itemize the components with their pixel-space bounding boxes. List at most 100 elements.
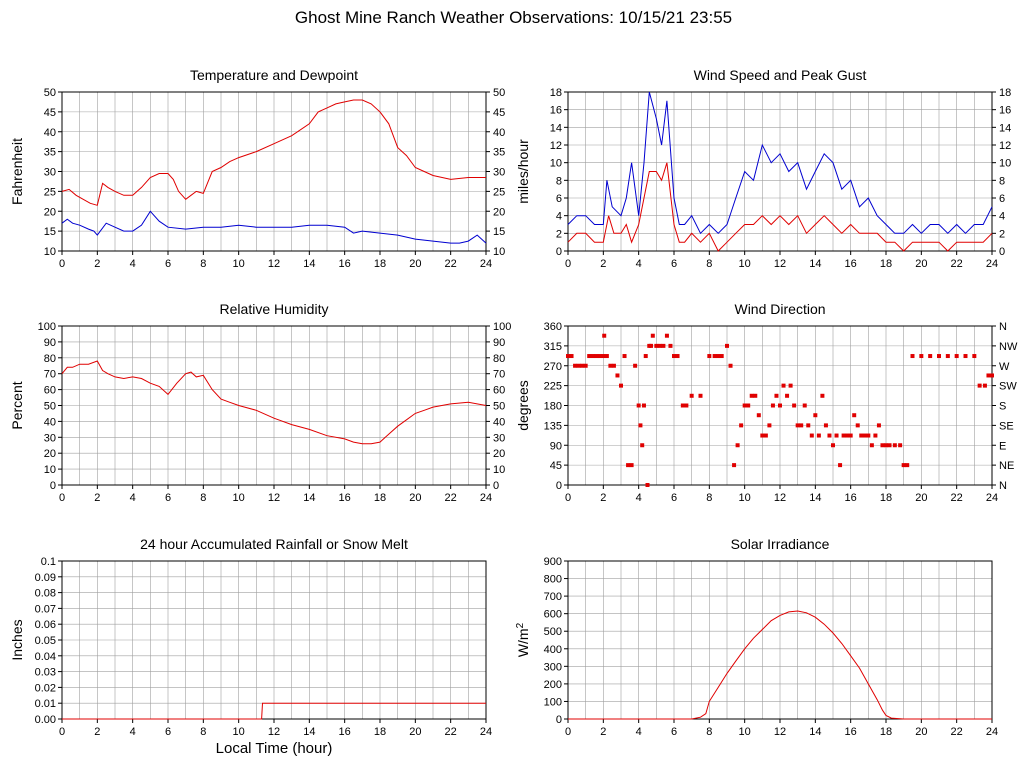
data-point — [823, 423, 828, 428]
y-axis-label: Fahrenheit — [9, 138, 25, 205]
data-point — [937, 354, 941, 359]
main-title: Ghost Mine Ranch Weather Observations: 1… — [294, 8, 733, 27]
x-tick-label: 24 — [480, 258, 492, 270]
y-tick-label: 0.04 — [35, 651, 56, 663]
x-tick-label: 0 — [565, 492, 571, 504]
data-point — [778, 403, 782, 408]
chart-title: Wind Speed and Peak Gust — [694, 67, 867, 83]
y-tick-label: 4 — [556, 211, 562, 223]
y-tick-label: 200 — [544, 679, 562, 691]
x-tick-label: 10 — [233, 726, 245, 738]
y-axis-label: Percent — [9, 381, 25, 429]
x-tick-label: 8 — [200, 726, 206, 738]
y-tick-label-right: N — [999, 480, 1007, 492]
y-tick-label-right: 80 — [493, 353, 505, 365]
y-tick-label-right: 10 — [999, 158, 1011, 170]
y-tick-label: 180 — [544, 401, 562, 413]
y-tick-label: 0.09 — [35, 572, 56, 584]
data-point — [732, 463, 737, 468]
y-tick-label: 45 — [44, 107, 56, 119]
data-point — [788, 383, 793, 388]
x-tick-label: 4 — [636, 258, 642, 270]
y-tick-label: 100 — [544, 696, 562, 708]
x-tick-label: 20 — [409, 726, 421, 738]
data-point — [982, 383, 987, 388]
y-tick-label: 45 — [550, 460, 562, 472]
data-point — [712, 354, 717, 359]
series-line-1 — [568, 610, 992, 720]
y-tick-label: 225 — [544, 381, 562, 393]
y-tick-label: 60 — [44, 385, 56, 397]
y-tick-label: 0.01 — [35, 698, 56, 710]
data-point — [680, 403, 685, 408]
y-tick-label-right: 40 — [493, 416, 505, 428]
data-point — [799, 423, 804, 428]
data-point — [707, 354, 712, 359]
y-tick-label-right: 20 — [493, 206, 505, 218]
x-tick-label: 8 — [200, 258, 206, 270]
y-axis-label-superscript: 2 — [515, 622, 526, 628]
data-point — [905, 463, 910, 468]
x-tick-label: 20 — [409, 492, 421, 504]
x-tick-label: 16 — [339, 258, 351, 270]
y-tick-label-right: 10 — [493, 464, 505, 476]
y-tick-label-right: SE — [999, 420, 1014, 432]
data-point — [866, 433, 871, 438]
data-point — [583, 363, 588, 368]
x-tick-label: 14 — [809, 492, 821, 504]
x-tick-label: 6 — [165, 258, 171, 270]
y-tick-label: 0 — [556, 480, 562, 492]
data-point — [698, 393, 703, 398]
data-point — [972, 354, 977, 359]
data-point — [848, 433, 853, 438]
y-tick-label-right: 60 — [493, 385, 505, 397]
x-tick-label: 16 — [339, 492, 351, 504]
y-tick-label-right: 0 — [493, 480, 499, 492]
data-point — [816, 433, 821, 438]
y-tick-label: 40 — [44, 416, 56, 428]
data-point — [622, 354, 627, 359]
data-point — [601, 354, 606, 359]
y-tick-label: 0 — [50, 480, 56, 492]
data-point — [760, 433, 765, 438]
x-tick-label: 16 — [845, 726, 857, 738]
y-tick-label: 300 — [544, 661, 562, 673]
data-point — [636, 403, 641, 408]
x-tick-label: 0 — [59, 492, 65, 504]
data-point — [795, 423, 800, 428]
data-point — [608, 363, 613, 368]
x-tick-label: 4 — [636, 726, 642, 738]
series-line-2 — [61, 210, 487, 244]
data-point — [898, 443, 903, 448]
x-tick-label: 14 — [303, 492, 315, 504]
data-point — [672, 354, 676, 359]
x-tick-label: 2 — [600, 492, 606, 504]
data-point — [611, 363, 616, 368]
data-point — [580, 363, 585, 368]
y-tick-label: 360 — [544, 321, 562, 333]
data-point — [643, 354, 648, 359]
y-tick-label-right: 18 — [999, 87, 1011, 99]
data-point — [689, 393, 694, 398]
x-tick-label: 18 — [374, 258, 386, 270]
data-point — [657, 343, 662, 348]
series-line-1 — [61, 360, 487, 445]
x-tick-label: 22 — [951, 492, 963, 504]
y-tick-label: 700 — [544, 591, 562, 603]
data-point — [566, 354, 570, 359]
y-tick-label-right: 45 — [493, 107, 505, 119]
data-point — [645, 483, 650, 487]
y-tick-label-right: 4 — [999, 211, 1005, 223]
y-tick-label: 70 — [44, 369, 56, 381]
data-point — [910, 354, 915, 359]
data-point — [629, 463, 634, 468]
data-point — [919, 354, 924, 359]
data-point — [633, 363, 638, 368]
x-tick-label: 0 — [59, 726, 65, 738]
data-point — [716, 354, 721, 359]
data-point — [884, 443, 888, 448]
chart-title: Solar Irradiance — [731, 536, 830, 552]
y-tick-label-right: 30 — [493, 432, 505, 444]
x-tick-label: 6 — [671, 258, 677, 270]
